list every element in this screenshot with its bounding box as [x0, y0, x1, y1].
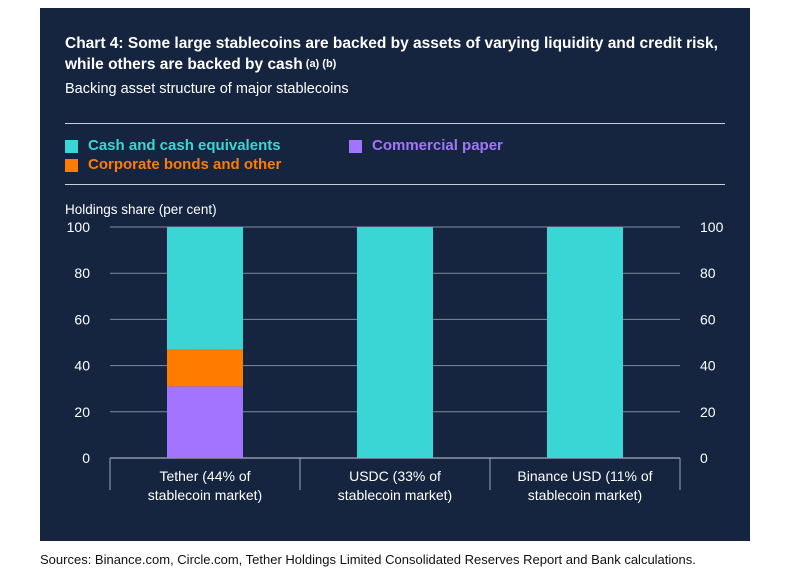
bar-0-corporate-bonds-and-other [167, 349, 243, 387]
x-tick-label-1-line-0: USDC (33% of [349, 468, 441, 484]
bar-chart: Holdings share (per cent) 0 0 20 20 40 40 60 60 8… [65, 202, 724, 503]
bar-1-cash-and-cash-equivalents [357, 227, 433, 458]
y-tick-right-80: 80 [700, 265, 716, 281]
chart-title: Chart 4: Some large stablecoins are back… [65, 33, 725, 77]
y-tick-left-60: 60 [74, 311, 90, 327]
legend-swatch-cash [65, 140, 78, 153]
y-tick-right-100: 100 [700, 219, 724, 235]
source-note: Sources: Binance.com, Circle.com, Tether… [40, 552, 696, 567]
bar-0-cash-and-cash-equivalents [167, 227, 243, 350]
legend-label-corporate-bonds: Corporate bonds and other [88, 156, 282, 173]
y-tick-right-0: 0 [700, 450, 708, 466]
legend-label-commercial-paper: Commercial paper [372, 137, 503, 154]
y-axis-title: Holdings share (per cent) [65, 202, 217, 217]
y-tick-right-40: 40 [700, 358, 716, 374]
y-tick-left-20: 20 [74, 404, 90, 420]
y-tick-right-60: 60 [700, 311, 716, 327]
chart-title-text: Chart 4: Some large stablecoins are back… [65, 35, 718, 73]
y-tick-left-40: 40 [74, 358, 90, 374]
title-footnotes: (a) (b) [305, 58, 337, 70]
y-tick-left-80: 80 [74, 265, 90, 281]
y-tick-left-100: 100 [67, 219, 91, 235]
legend-label-cash: Cash and cash equivalents [88, 137, 281, 154]
x-tick-label-2-line-0: Binance USD (11% of [517, 468, 652, 484]
bar-0-commercial-paper [167, 386, 243, 458]
x-tick-label-0-line-1: stablecoin market) [148, 487, 262, 503]
legend-swatch-corporate-bonds [65, 159, 78, 172]
x-tick-label-2-line-1: stablecoin market) [528, 487, 642, 503]
legend-swatch-commercial-paper [349, 140, 362, 153]
x-tick-label-0-line-0: Tether (44% of [159, 468, 250, 484]
chart-subtitle: Backing asset structure of major stablec… [65, 81, 349, 97]
x-tick-label-1-line-1: stablecoin market) [338, 487, 452, 503]
bar-2-cash-and-cash-equivalents [547, 227, 623, 458]
divider-legend [65, 184, 725, 185]
chart-panel: Chart 4: Some large stablecoins are back… [40, 8, 750, 541]
y-tick-right-20: 20 [700, 404, 716, 420]
y-tick-left-0: 0 [82, 450, 90, 466]
divider-top [65, 123, 725, 124]
